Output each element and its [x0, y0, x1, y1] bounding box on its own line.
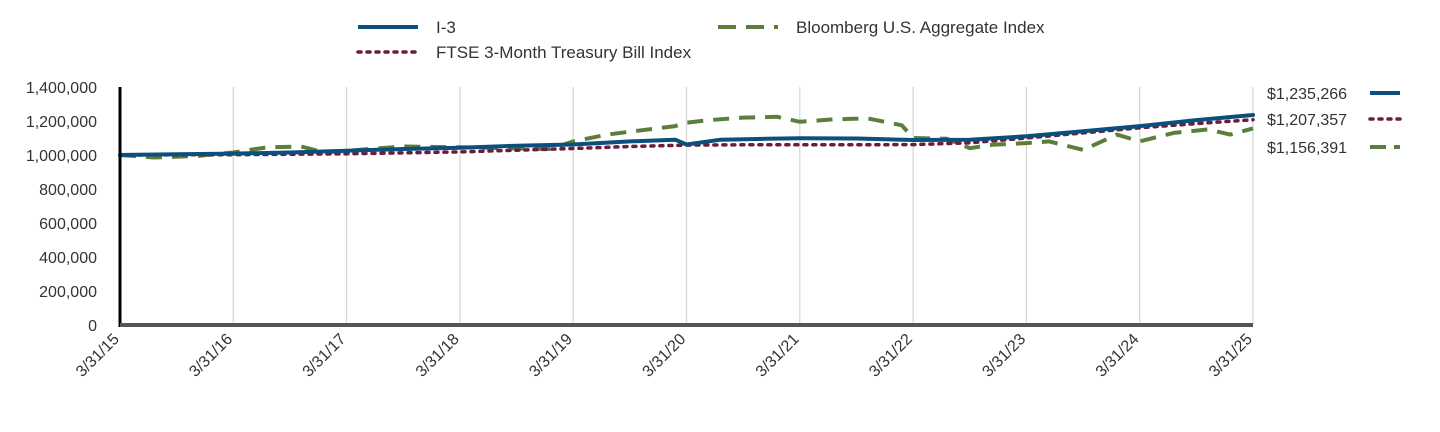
x-tick-label: 3/31/25 [1206, 331, 1256, 381]
x-tick-label: 3/31/16 [186, 331, 236, 381]
y-tick-label: 1,200,000 [26, 114, 97, 131]
gridlines [232, 87, 1254, 325]
end-label: $1,207,357 [1267, 112, 1347, 129]
y-tick-label: 1,400,000 [26, 80, 97, 97]
legend: I-3 Bloomberg U.S. Aggregate Index FTSE 3-… [356, 18, 1045, 62]
axes [118, 87, 1253, 327]
end-label: $1,235,266 [1267, 86, 1347, 103]
series-lines [118, 113, 1255, 160]
x-tick-label: 3/31/15 [73, 331, 123, 381]
y-axis-ticks: 0 200,000 400,000 600,000 800,000 1,000,000 1,… [26, 80, 97, 335]
legend-label: FTSE 3-Month Treasury Bill Index [436, 43, 692, 62]
x-tick-label: 3/31/21 [753, 331, 803, 381]
x-tick-label: 3/31/19 [526, 331, 576, 381]
x-tick-label: 3/31/18 [413, 331, 463, 381]
x-tick-label: 3/31/20 [640, 331, 690, 381]
y-tick-label: 600,000 [39, 216, 97, 233]
end-label: $1,156,391 [1267, 140, 1347, 157]
x-tick-label: 3/31/22 [866, 331, 916, 381]
y-tick-label: 400,000 [39, 250, 97, 267]
series-line [119, 114, 1254, 160]
x-tick-label: 3/31/23 [979, 331, 1029, 381]
legend-label: Bloomberg U.S. Aggregate Index [796, 18, 1045, 37]
y-tick-label: 0 [88, 318, 97, 335]
x-axis-ticks: 3/31/15 3/31/16 3/31/17 3/31/18 3/31/19 3/31/… [73, 331, 1256, 381]
end-labels: $1,235,266 $1,207,357 $1,156,391 [1267, 86, 1402, 157]
x-tick-label: 3/31/17 [300, 331, 350, 381]
series-line [118, 113, 1255, 157]
y-tick-label: 200,000 [39, 284, 97, 301]
y-tick-label: 800,000 [39, 182, 97, 199]
x-tick-label: 3/31/24 [1093, 331, 1143, 381]
y-tick-label: 1,000,000 [26, 148, 97, 165]
legend-label: I-3 [436, 18, 456, 37]
